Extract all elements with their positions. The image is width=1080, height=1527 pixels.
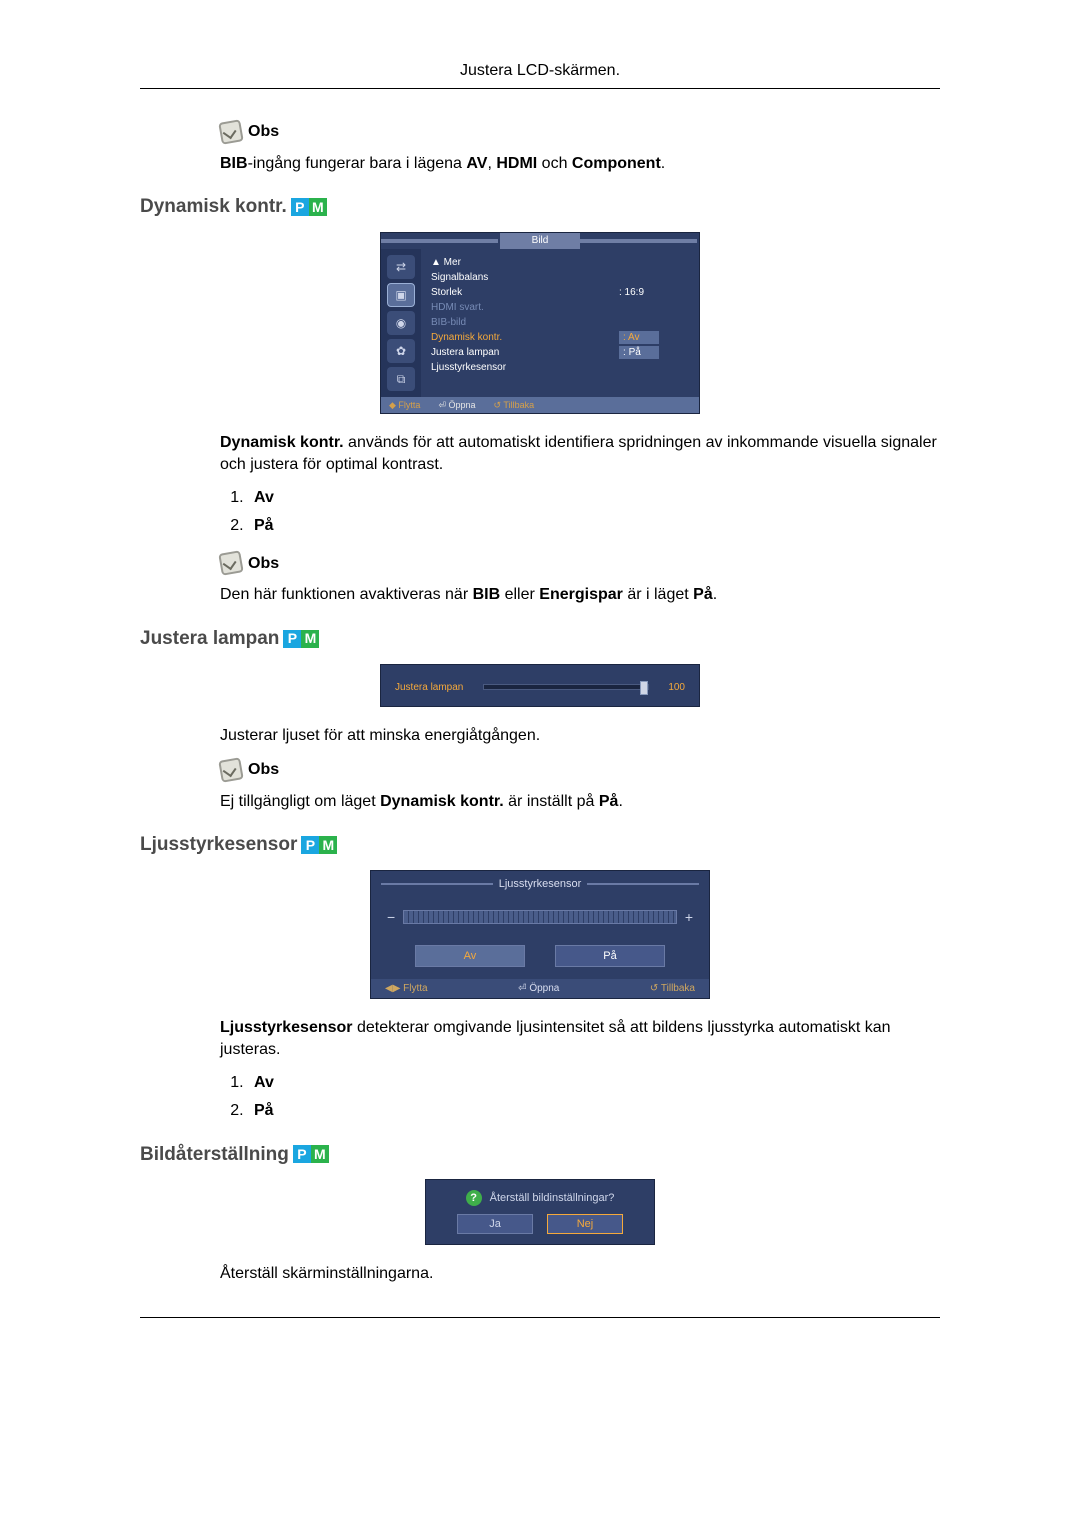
sec1-opt-pa: På — [254, 517, 274, 534]
osd-row-signalbalans: Signalbalans — [431, 271, 689, 285]
header-divider — [140, 88, 940, 89]
sec1-note2: Den här funktionen avaktiveras när BIB e… — [220, 584, 940, 606]
osd-val-storlek: : 16:9 — [619, 286, 689, 300]
multi-icon: ⧉ — [397, 371, 406, 387]
osd-row-hdmisvart: HDMI svart. — [431, 301, 689, 315]
question-icon: ? — [466, 1190, 482, 1206]
osd4-btn-ja: Ja — [457, 1214, 533, 1234]
osd-val-dynkontr: : Av — [619, 331, 659, 345]
pm-badge: PM — [291, 198, 327, 216]
section-heading-bildaterst: Bildåterställning PM — [140, 1142, 940, 1168]
osd-slider-justera-lampan: Justera lampan 100 — [380, 664, 700, 708]
input-icon: ⇄ — [396, 259, 406, 275]
pm-badge: PM — [301, 836, 337, 854]
sec3-opt-av: Av — [254, 1074, 274, 1091]
sec3-opt-pa: På — [254, 1102, 274, 1119]
osd-reset-dialog: ? Återställ bildinställningar? Ja Nej — [425, 1179, 655, 1245]
minus-icon: − — [387, 908, 395, 927]
sec3-desc: Ljusstyrkesensor detekterar omgivande lj… — [220, 1017, 940, 1060]
note-icon — [218, 119, 243, 144]
section-heading-ljusstyrkesensor: Ljusstyrkesensor PM — [140, 832, 940, 858]
osd3-track — [403, 910, 677, 924]
osd-tab-bild: Bild — [500, 233, 580, 249]
pm-badge: PM — [293, 1145, 329, 1163]
note-label: Obs — [248, 553, 279, 575]
section-heading-justera-lampan: Justera lampan PM — [140, 626, 940, 652]
sec1-options: Av På — [248, 487, 940, 536]
osd3-btn-av: Av — [415, 945, 525, 967]
note-icon — [218, 757, 243, 782]
plus-icon: + — [685, 908, 693, 927]
sec2-desc: Justerar ljuset för att minska energiåtg… — [220, 725, 940, 747]
sec2-note: Ej tillgängligt om läget Dynamisk kontr.… — [220, 791, 940, 813]
intro-note-text: BIB-ingång fungerar bara i lägena AV, HD… — [220, 153, 940, 175]
slider-track — [483, 684, 649, 690]
osd-row-dynkontr: Dynamisk kontr. — [431, 331, 619, 345]
osd4-btn-nej: Nej — [547, 1214, 623, 1234]
osd-row-ljussensor: Ljusstyrkesensor — [431, 361, 689, 375]
osd-row-bibbild: BIB-bild — [431, 316, 689, 330]
osd-ljusstyrkesensor: Ljusstyrkesensor − + Av På ◀▶ Flytta ⏎ Ö… — [370, 870, 710, 999]
osd4-question: Återställ bildinställningar? — [490, 1191, 615, 1206]
sec4-desc: Återställ skärminställningarna. — [220, 1263, 940, 1285]
osd3-btn-pa: På — [555, 945, 665, 967]
osd3-footer: ◀▶ Flytta ⏎ Öppna ↺ Tillbaka — [371, 979, 709, 999]
footer-divider — [140, 1317, 940, 1318]
page-header-title: Justera LCD-skärmen. — [140, 60, 940, 82]
osd-side-icons: ⇄ ▣ ◉ ✿ ⧉ — [381, 249, 421, 397]
slider-thumb — [640, 681, 648, 695]
section-heading-dynamisk-kontr: Dynamisk kontr. PM — [140, 194, 940, 220]
osd-row-justeralampan: Justera lampan — [431, 346, 619, 360]
note-label: Obs — [248, 121, 279, 143]
osd-row-storlek: Storlek — [431, 286, 619, 300]
sound-icon: ◉ — [396, 315, 406, 331]
setup-icon: ✿ — [396, 343, 406, 359]
note-label: Obs — [248, 759, 279, 781]
note-icon — [218, 551, 243, 576]
pm-badge: PM — [283, 630, 319, 648]
picture-icon: ▣ — [395, 287, 406, 303]
sec1-desc: Dynamisk kontr. används för att automati… — [220, 432, 940, 475]
osd-footer: ◆ Flytta ⏎ Öppna ↺ Tillbaka — [381, 397, 699, 413]
osd-menu-bild: Bild ⇄ ▣ ◉ ✿ ⧉ ▲ Mer Signalbalans Storle… — [380, 232, 700, 414]
slider-value: 100 — [657, 681, 685, 695]
osd-row-mer: ▲ Mer — [431, 256, 689, 270]
sec1-opt-av: Av — [254, 489, 274, 506]
sec3-options: Av På — [248, 1072, 940, 1121]
slider-label: Justera lampan — [395, 681, 475, 695]
osd3-title: Ljusstyrkesensor — [499, 871, 582, 898]
osd-val-justeralampan: : På — [619, 346, 659, 360]
